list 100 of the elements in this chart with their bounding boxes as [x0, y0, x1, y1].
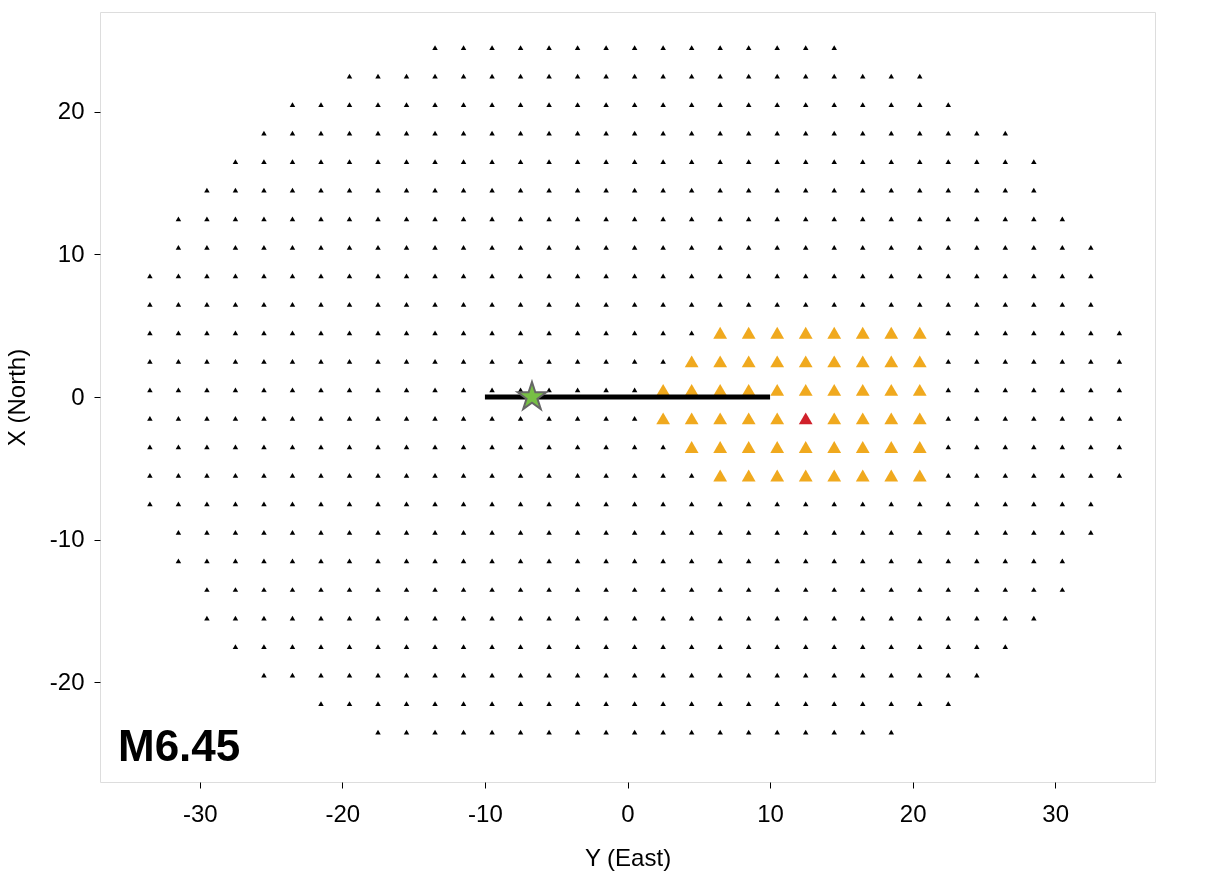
point: [460, 358, 467, 364]
point: [517, 358, 524, 364]
point: [660, 530, 666, 535]
point: [175, 530, 182, 535]
point: [717, 301, 723, 307]
x-tick-label: -30: [182, 799, 218, 827]
point: [717, 216, 723, 222]
point: [888, 216, 894, 222]
point: [318, 301, 324, 307]
point: [660, 358, 666, 364]
point: [688, 701, 695, 706]
y-tick-label: 10: [57, 239, 85, 267]
point: [631, 473, 638, 478]
point: [261, 416, 267, 421]
point: [489, 73, 495, 79]
point: [204, 587, 210, 592]
point: [688, 273, 695, 279]
point: [1059, 358, 1066, 364]
point: [375, 301, 381, 307]
point: [1031, 587, 1037, 592]
point: [517, 244, 524, 250]
point: [603, 244, 609, 250]
point: [318, 187, 324, 193]
point: [460, 501, 467, 507]
point: [546, 102, 552, 108]
point: [1059, 301, 1066, 307]
point: [945, 701, 952, 706]
point: [884, 383, 899, 396]
point: [917, 587, 923, 592]
point: [489, 102, 495, 108]
point: [403, 473, 410, 478]
x-tick-label: 20: [899, 799, 927, 827]
point: [802, 301, 809, 307]
point: [1088, 244, 1094, 250]
point: [346, 301, 353, 307]
point: [432, 530, 438, 535]
point: [770, 383, 785, 396]
x-axis-title: Y (East): [584, 843, 672, 871]
point: [631, 530, 638, 535]
point: [432, 216, 438, 222]
point: [745, 701, 752, 706]
point: [631, 444, 638, 450]
point: [375, 644, 381, 649]
point: [375, 501, 381, 507]
point: [517, 501, 524, 507]
point: [831, 530, 837, 535]
point: [603, 587, 609, 592]
point: [774, 530, 780, 535]
point: [346, 501, 353, 507]
point: [375, 530, 381, 535]
point: [375, 416, 381, 421]
point: [403, 159, 410, 165]
point: [802, 530, 809, 535]
point: [1088, 358, 1094, 364]
point: [574, 387, 581, 393]
point: [888, 701, 894, 706]
point: [827, 326, 842, 339]
point: [460, 130, 467, 136]
point: [1116, 416, 1123, 421]
point: [403, 587, 410, 592]
point: [603, 273, 609, 279]
point: [432, 187, 438, 193]
point: [204, 273, 210, 279]
point: [261, 301, 267, 307]
point: [945, 187, 952, 193]
point: [403, 558, 410, 564]
point: [774, 159, 780, 165]
point: [517, 45, 524, 51]
point: [289, 473, 296, 478]
point: [974, 473, 980, 478]
point: [489, 330, 495, 336]
point: [888, 273, 894, 279]
point: [517, 330, 524, 336]
point: [175, 387, 182, 393]
point: [546, 330, 552, 336]
point: [945, 130, 952, 136]
point: [574, 644, 581, 649]
point: [1002, 130, 1009, 136]
point: [888, 73, 894, 79]
point: [403, 501, 410, 507]
point: [974, 273, 980, 279]
point: [460, 387, 467, 393]
x-tick-label: 10: [757, 799, 784, 827]
point: [432, 416, 438, 421]
point: [346, 216, 353, 222]
point: [232, 330, 239, 336]
point: [798, 355, 813, 368]
point: [1002, 159, 1009, 165]
point: [489, 587, 495, 592]
point: [403, 615, 410, 621]
point: [489, 416, 495, 421]
point: [375, 558, 381, 564]
point: [688, 244, 695, 250]
point: [774, 45, 780, 51]
point: [318, 159, 324, 165]
point: [660, 301, 666, 307]
point: [945, 358, 952, 364]
point: [802, 159, 809, 165]
point: [1031, 416, 1037, 421]
point: [460, 301, 467, 307]
